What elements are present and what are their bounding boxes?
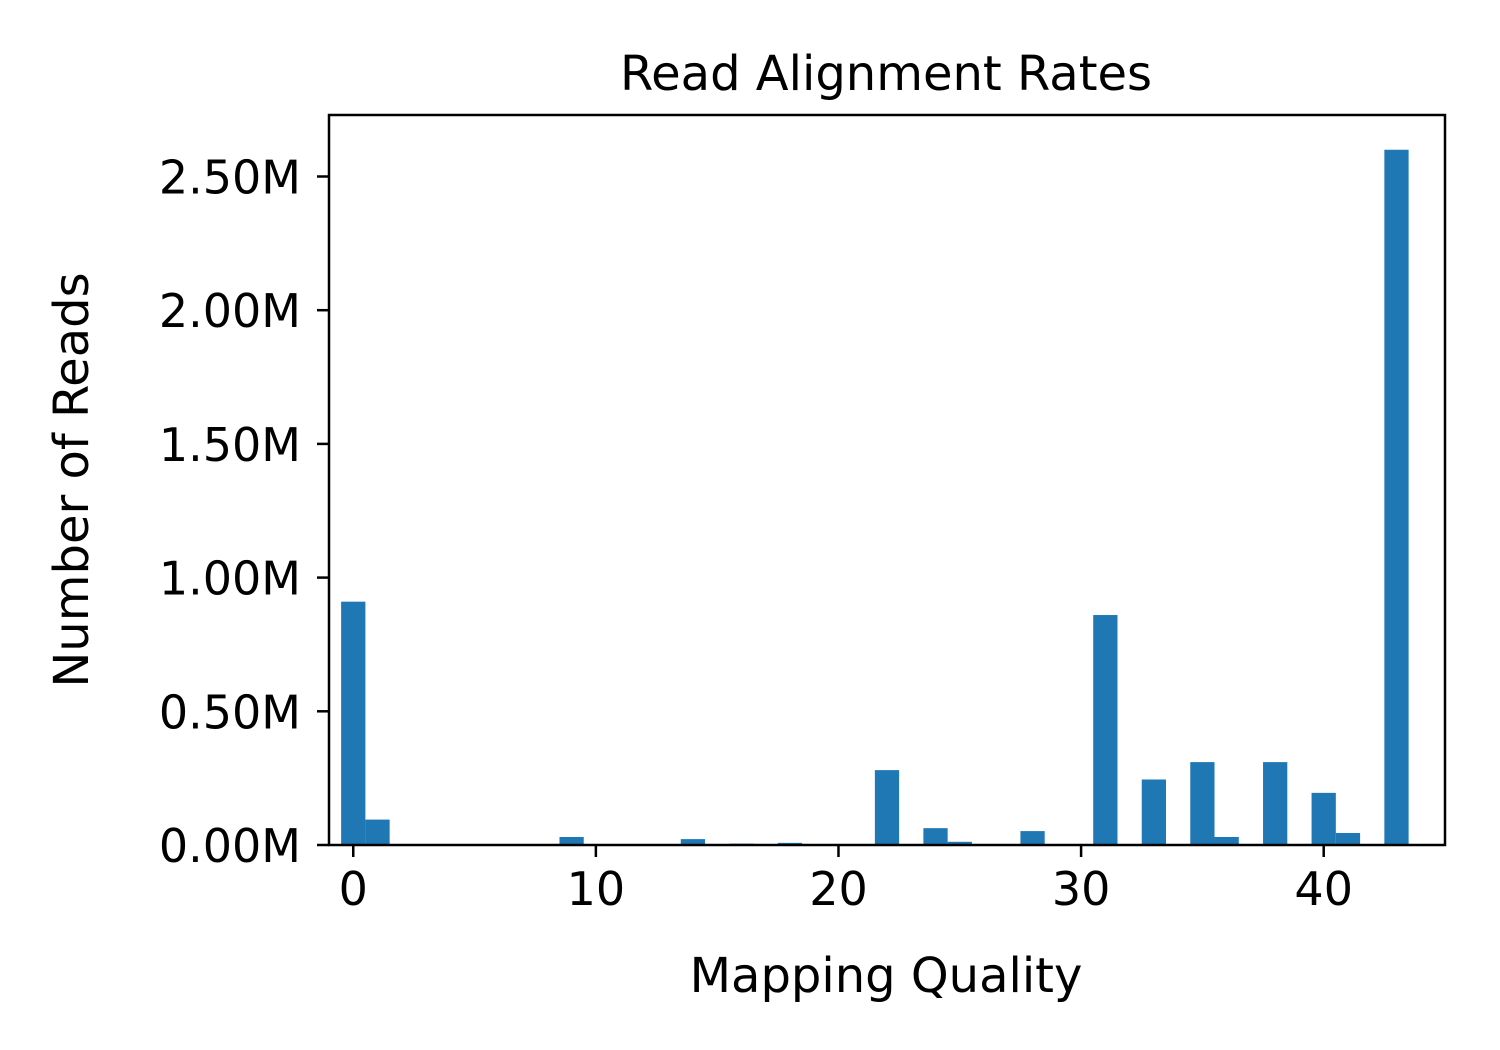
y-tick-label: 1.50M bbox=[159, 418, 301, 472]
bar-mq-40 bbox=[1311, 792, 1336, 845]
x-tick-label: 10 bbox=[567, 862, 626, 916]
bar-mq-38 bbox=[1263, 762, 1288, 845]
y-axis-ticks: 0.00M 0.50M 1.00M 1.50M 2.00M 2.50M bbox=[159, 151, 329, 873]
x-tick-label: 20 bbox=[809, 862, 868, 916]
bar-mq-25 bbox=[947, 841, 972, 845]
bar-mq-1 bbox=[365, 819, 390, 845]
x-tick-label: 30 bbox=[1052, 862, 1111, 916]
plot-frame bbox=[327, 113, 1447, 847]
x-tick-label: 0 bbox=[339, 862, 368, 916]
bar-mq-31 bbox=[1093, 615, 1118, 845]
bar-mq-0 bbox=[341, 601, 366, 845]
y-tick-label: 0.50M bbox=[159, 685, 301, 739]
y-tick-label: 2.00M bbox=[159, 284, 301, 338]
bar-mq-33 bbox=[1141, 779, 1166, 845]
bar-mq-14 bbox=[680, 839, 706, 845]
y-axis-label: Number of Reads bbox=[44, 272, 100, 687]
y-tick-label: 2.50M bbox=[159, 151, 301, 205]
chart-title: Read Alignment Rates bbox=[620, 46, 1152, 102]
y-tick-label: 1.00M bbox=[159, 552, 301, 606]
bar-mq-22 bbox=[874, 770, 900, 845]
x-axis-label: Mapping Quality bbox=[690, 948, 1083, 1004]
bar-mq-35 bbox=[1190, 762, 1215, 845]
bar-mq-24 bbox=[923, 828, 948, 845]
x-tick-label: 40 bbox=[1294, 862, 1353, 916]
x-axis-ticks: 0 10 20 30 40 bbox=[339, 845, 1353, 916]
bars-group bbox=[341, 149, 1409, 845]
bar-mq-28 bbox=[1020, 831, 1045, 845]
bar-mq-36 bbox=[1214, 836, 1239, 845]
bar-mq-41 bbox=[1335, 832, 1361, 845]
bar-mq-9 bbox=[559, 836, 584, 845]
y-tick-label: 0.00M bbox=[159, 819, 301, 873]
bar-mq-43 bbox=[1384, 149, 1409, 845]
